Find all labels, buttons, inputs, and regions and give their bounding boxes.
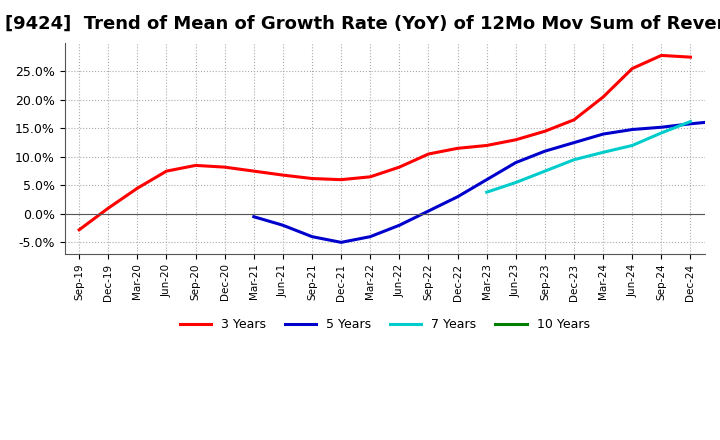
Legend: 3 Years, 5 Years, 7 Years, 10 Years: 3 Years, 5 Years, 7 Years, 10 Years [175,313,595,336]
Title: [9424]  Trend of Mean of Growth Rate (YoY) of 12Mo Mov Sum of Revenues: [9424] Trend of Mean of Growth Rate (YoY… [5,15,720,33]
